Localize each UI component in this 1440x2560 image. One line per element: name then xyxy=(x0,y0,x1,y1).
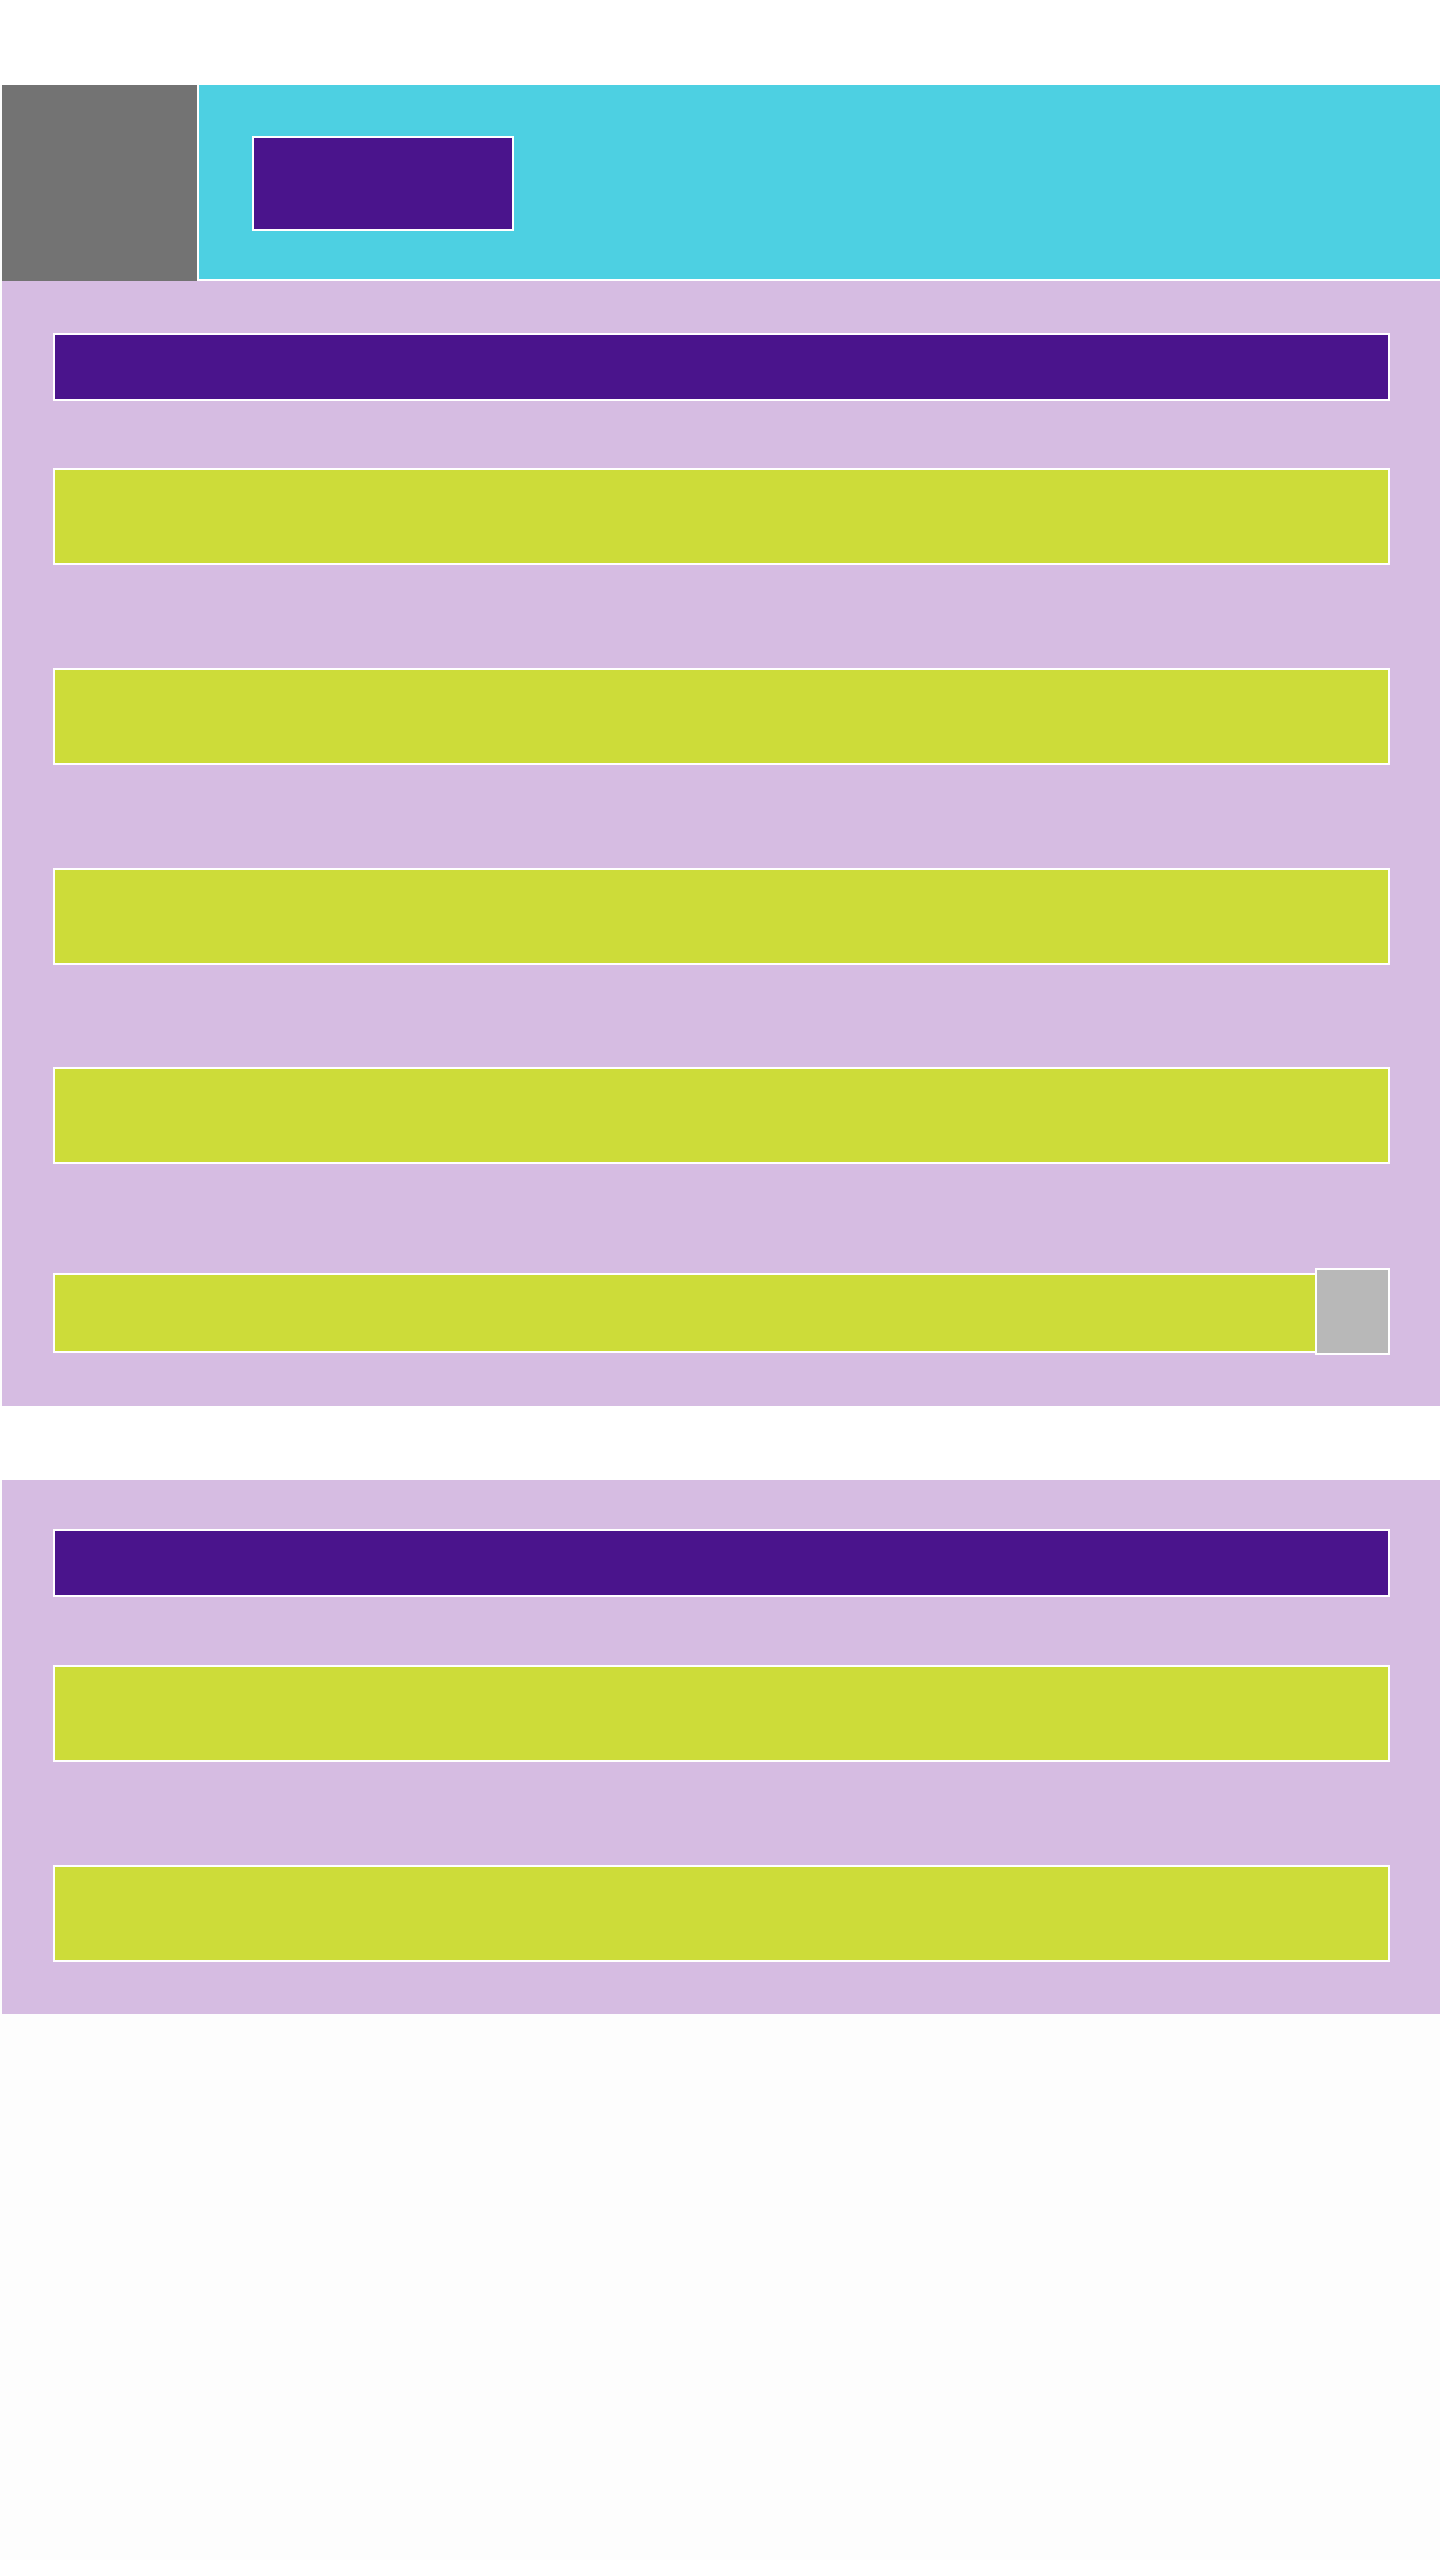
section-divider xyxy=(0,1406,1440,1480)
section-1-field-4[interactable] xyxy=(53,1067,1390,1164)
section-1-field-5-action-button[interactable] xyxy=(1315,1268,1390,1355)
header-thumbnail-image[interactable] xyxy=(2,85,197,281)
section-1-panel xyxy=(2,281,1440,1406)
section-1-field-1[interactable] xyxy=(53,468,1390,565)
status-bar xyxy=(0,0,1440,85)
header-title-button[interactable] xyxy=(252,136,514,231)
section-1-field-5[interactable] xyxy=(53,1273,1317,1353)
section-2-header xyxy=(53,1529,1390,1597)
section-1-field-2[interactable] xyxy=(53,668,1390,765)
section-1-field-3[interactable] xyxy=(53,868,1390,965)
section-2-field-1[interactable] xyxy=(53,1665,1390,1762)
section-1-header xyxy=(53,333,1390,401)
section-2-field-2[interactable] xyxy=(53,1865,1390,1962)
